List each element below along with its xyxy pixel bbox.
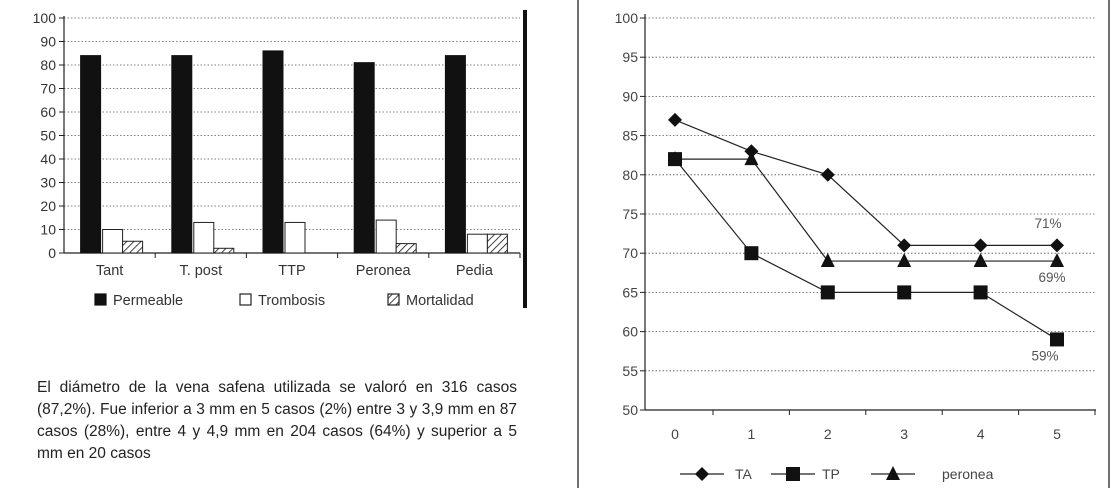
y-tick-label: 90 <box>40 34 56 50</box>
frame-edge <box>523 10 527 308</box>
x-tick-label: 1 <box>748 426 756 442</box>
bar-trombosis-2 <box>284 221 306 254</box>
x-tick-label: 3 <box>900 426 908 442</box>
point-peronea-1 <box>744 151 759 166</box>
y-tick-label: 100 <box>615 10 639 26</box>
point-ta-4 <box>973 238 988 253</box>
x-tick-label: 2 <box>824 426 832 442</box>
bar-mortalidad-4 <box>486 233 508 254</box>
line-chart-permeabilidad: 50 55 60 65 70 75 80 85 90 95 100 0 1 2 3 4 5 71% 69% 59% TA… <box>577 0 1110 488</box>
legend-swatch-permeable <box>94 293 107 306</box>
series-line-ta <box>674 119 1057 246</box>
point-peronea-4 <box>973 253 988 268</box>
y-tick-label: 0 <box>48 245 56 261</box>
legend-marker-peronea <box>886 466 900 480</box>
legend-label-peronea: peronea <box>942 466 994 482</box>
y-tick-label: 60 <box>40 104 56 120</box>
y-tick-label: 75 <box>622 206 638 222</box>
x-tick-label: Pedia <box>456 263 494 279</box>
y-tick-label: 95 <box>622 49 638 65</box>
bar-mortalidad-3 <box>395 243 417 254</box>
legend-label-mortalidad: Mortalidad <box>406 293 474 309</box>
bar-mortalidad-0 <box>122 240 144 254</box>
x-tick-label: 4 <box>977 426 985 442</box>
bar-permeable-4 <box>444 55 466 254</box>
point-peronea-5 <box>1050 253 1064 268</box>
y-tick-label: 30 <box>40 175 56 191</box>
point-tp-5 <box>1050 332 1064 347</box>
x-tick-label: Peronea <box>356 263 412 279</box>
legend-label-trombosis: Trombosis <box>258 293 325 309</box>
legend-marker-ta <box>695 467 709 481</box>
bar-permeable-0 <box>80 55 102 254</box>
body-paragraph: El diámetro de la vena safena utilizada … <box>37 379 517 462</box>
y-tick-label: 50 <box>40 128 56 144</box>
point-tp-2 <box>820 285 835 300</box>
annotation-ta: 71% <box>1034 216 1061 231</box>
bar-trombosis-4 <box>466 233 488 254</box>
bar-permeable-3 <box>353 62 375 254</box>
x-tick-label: Tant <box>96 263 123 279</box>
point-tp-1 <box>744 246 759 261</box>
bar-mortalidad-1 <box>213 247 235 254</box>
legend-label-permeable: Permeable <box>113 293 183 309</box>
point-tp-3 <box>897 285 912 300</box>
legend-swatch-trombosis <box>239 293 252 306</box>
point-ta-0 <box>668 112 682 127</box>
y-tick-label: 100 <box>33 10 57 26</box>
y-tick-label: 80 <box>622 167 638 183</box>
annotation-peronea: 69% <box>1038 270 1065 285</box>
point-tp-4 <box>973 285 988 300</box>
legend-swatch-mortalidad <box>387 293 400 306</box>
y-tick-label: 85 <box>622 128 638 144</box>
x-tick-label: T. post <box>179 263 222 279</box>
y-tick-label: 10 <box>40 222 56 238</box>
point-peronea-0 <box>668 151 682 166</box>
point-ta-3 <box>897 238 912 253</box>
y-tick-label: 80 <box>40 57 56 73</box>
bar-trombosis-0 <box>102 229 124 254</box>
y-tick-label: 90 <box>622 88 638 104</box>
bar-trombosis-1 <box>193 221 215 254</box>
y-tick-label: 40 <box>40 151 56 167</box>
point-peronea-3 <box>897 253 912 268</box>
y-tick-label: 55 <box>622 363 638 379</box>
bar-permeable-2 <box>262 50 284 254</box>
series-line-peronea <box>675 158 1057 262</box>
legend-label-tp: TP <box>822 466 840 482</box>
point-peronea-2 <box>820 253 835 268</box>
y-tick-label: 20 <box>40 198 56 214</box>
y-tick-label: 50 <box>622 402 638 418</box>
x-tick-label: 0 <box>671 426 679 442</box>
annotation-tp: 59% <box>1031 349 1058 364</box>
series-line-tp <box>674 158 1058 340</box>
y-tick-label: 70 <box>40 81 56 97</box>
y-tick-label: 70 <box>622 245 638 261</box>
point-ta-2 <box>820 167 835 182</box>
legend-label-ta: TA <box>735 466 753 482</box>
bar-trombosis-3 <box>375 219 397 254</box>
legend-marker-tp <box>786 467 800 481</box>
point-ta-5 <box>1050 238 1064 253</box>
x-tick-label: TTP <box>278 263 305 279</box>
bar-permeable-1 <box>171 55 193 254</box>
y-tick-label: 60 <box>622 324 638 340</box>
y-tick-label: 65 <box>622 284 638 300</box>
x-tick-label: 5 <box>1053 426 1061 442</box>
bar-chart-permeabilidad: 0 10 20 30 40 50 60 70 80 90 100 Tant T. post TTP Pero… <box>33 10 527 309</box>
